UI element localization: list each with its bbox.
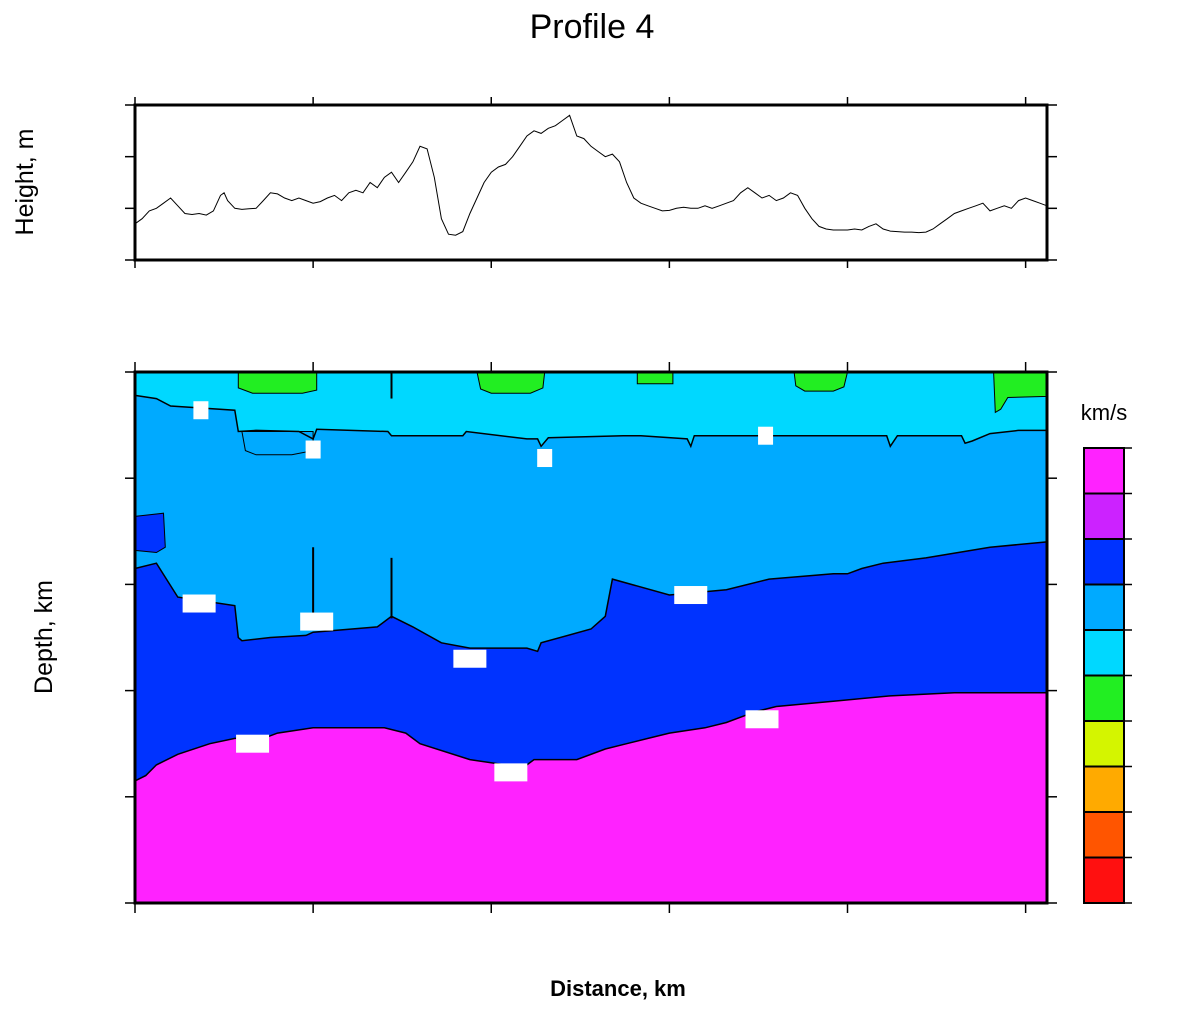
velocity-colorbar: km/s — [1081, 400, 1132, 904]
elevation-plot-area — [134, 114, 1048, 236]
colorbar-cell — [1083, 720, 1125, 768]
contour-label-box — [300, 612, 334, 631]
layer-5-0-5-5-patch — [237, 371, 318, 394]
elevation-ticks — [125, 97, 1057, 268]
velocity-panel: Depth, km Distance, km — [30, 362, 1057, 1001]
colorbar-cell — [1083, 765, 1125, 813]
colorbar-cell — [1083, 492, 1125, 540]
colorbar-cell — [1083, 856, 1125, 904]
colorbar-cell — [1083, 447, 1125, 495]
contour-label-box — [182, 594, 216, 613]
contour-label-box — [745, 710, 779, 729]
elevation-panel: Height, m — [11, 97, 1057, 268]
chart-title: Profile 4 — [530, 8, 655, 46]
velocity-plot-area — [134, 371, 1048, 903]
depth-axis-label: Depth, km — [30, 580, 58, 694]
colorbar-cell — [1083, 583, 1125, 631]
colorbar-cell — [1083, 811, 1125, 859]
contour-label-box — [453, 649, 487, 668]
colorbar-ticks — [1124, 447, 1132, 904]
layer-6-5-7-0-pocket — [134, 512, 166, 554]
contour-line-6-5 — [134, 541, 1048, 653]
velocity-frame — [133, 370, 1049, 905]
velocity-contour-lines — [134, 372, 1048, 782]
contour-label-box — [537, 449, 553, 468]
colorbar-cells — [1083, 447, 1125, 904]
layer-7-5-8-0 — [135, 692, 1047, 903]
colorbar-cell — [1083, 629, 1125, 677]
layer-5-0-5-5-patch — [793, 371, 849, 392]
elevation-y-axis-label: Height, m — [11, 129, 39, 236]
distance-axis-label: Distance, km — [550, 976, 686, 1001]
colorbar-title: km/s — [1081, 400, 1127, 425]
layer-6-0-6-5-lens — [241, 431, 314, 456]
velocity-ticks — [125, 362, 1057, 913]
velocity-contour-labels — [182, 401, 779, 782]
contour-label-box — [236, 734, 270, 753]
colorbar-cell — [1083, 538, 1125, 586]
elevation-profile-line — [134, 114, 1048, 236]
contour-label-box — [305, 440, 321, 459]
contour-line-6-0 — [134, 394, 1047, 449]
colorbar-cell — [1083, 674, 1125, 722]
elevation-frame — [133, 103, 1049, 262]
contour-label-box — [494, 763, 528, 782]
layer-5-0-5-5-patch — [636, 371, 674, 385]
contour-label-box — [674, 586, 708, 605]
contour-label-box — [758, 426, 774, 445]
layer-5-0-5-5-patch — [476, 371, 546, 394]
contour-label-box — [193, 401, 209, 420]
